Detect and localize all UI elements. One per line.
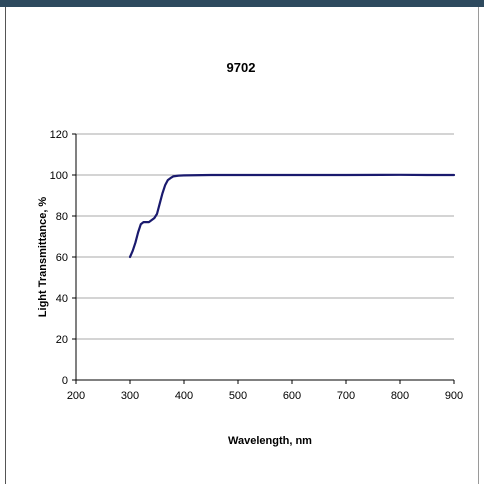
left-border bbox=[5, 7, 6, 484]
chart-title: 9702 bbox=[227, 60, 256, 75]
x-tick-label: 400 bbox=[175, 390, 193, 402]
x-tick-label: 500 bbox=[229, 390, 247, 402]
x-tick-label: 900 bbox=[445, 390, 463, 402]
tick-layer: 0 20 40 60 80 100 120 200 300 400 500 600 700 800 900 bbox=[50, 129, 464, 402]
series-line bbox=[128, 173, 456, 259]
y-tick-label: 40 bbox=[56, 293, 68, 305]
y-tick-label: 60 bbox=[56, 252, 68, 264]
right-border bbox=[478, 7, 479, 484]
y-tick-label: 120 bbox=[50, 129, 68, 141]
x-tick-label: 700 bbox=[337, 390, 355, 402]
y-tick-label: 0 bbox=[62, 375, 68, 387]
series-layer bbox=[128, 173, 456, 259]
x-tick-label: 200 bbox=[67, 390, 85, 402]
x-axis-label: Wavelength, nm bbox=[228, 435, 312, 447]
y-axis-label: Light Transmittance, % bbox=[37, 197, 49, 318]
x-tick-label: 800 bbox=[391, 390, 409, 402]
x-tick-label: 600 bbox=[283, 390, 301, 402]
y-tick-label: 20 bbox=[56, 334, 68, 346]
y-tick-label: 80 bbox=[56, 211, 68, 223]
grid-layer bbox=[76, 133, 454, 340]
x-tick-label: 300 bbox=[121, 390, 139, 402]
y-tick-label: 100 bbox=[50, 170, 68, 182]
top-bar bbox=[0, 0, 484, 7]
